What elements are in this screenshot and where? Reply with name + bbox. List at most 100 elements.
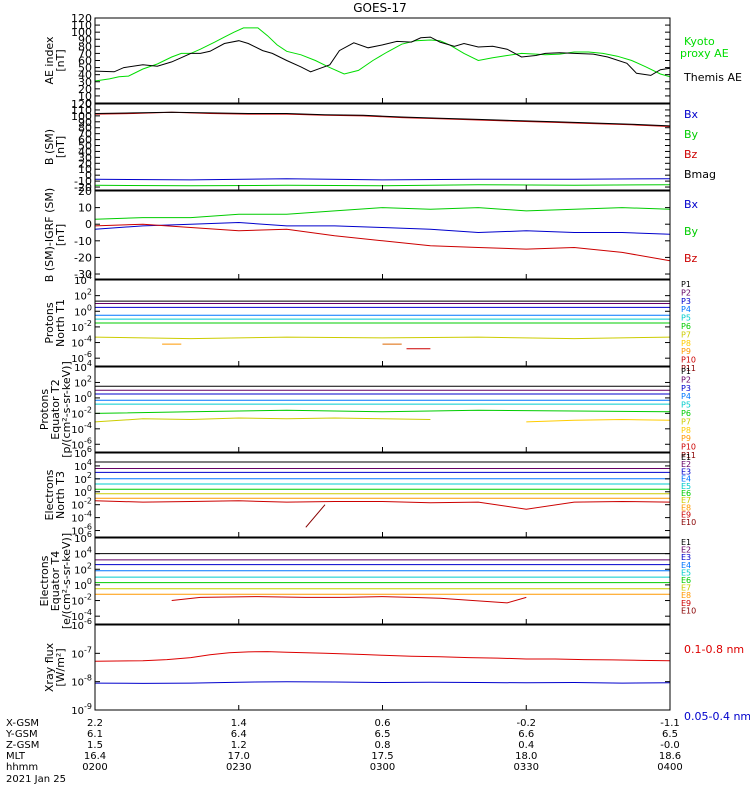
x-tick-label: 0400: [657, 762, 682, 773]
legend-label: P11: [681, 364, 696, 373]
legend-label: P4: [681, 305, 691, 314]
y-axis-label: [p/(cm²-s-sr-keV)]: [60, 361, 73, 458]
panel-frame: [94, 624, 671, 711]
legend-label: E6: [681, 489, 691, 498]
y-tick-label: 0: [85, 218, 92, 231]
series-line-bz: [94, 111, 671, 127]
legend-label: P2: [681, 288, 691, 297]
legend-label: P5: [681, 314, 691, 323]
legend-label: E2: [681, 546, 691, 555]
series-line-e9: [171, 596, 527, 604]
y-tick-label: 102: [74, 561, 92, 576]
y-tick-label: 90: [78, 33, 92, 46]
legend-label: Bz: [684, 252, 698, 265]
x-tick-label: 0200: [82, 762, 107, 773]
series-line-kyoto-proxy-ae: [94, 27, 671, 82]
legend-label: P4: [681, 392, 691, 401]
y-tick-label: -10: [74, 175, 92, 188]
y-tick-label: -10: [74, 235, 92, 248]
x-tick-label: 0.8: [375, 740, 391, 751]
y-tick-label: 104: [74, 546, 92, 561]
series-line-by: [94, 207, 671, 220]
y-axis-label: AE index: [43, 36, 56, 85]
x-tick-label: 18.6: [659, 751, 681, 762]
y-tick-label: 10-4: [71, 335, 92, 350]
series-line-p6: [94, 409, 671, 414]
y-tick-label: 10: [78, 202, 92, 215]
y-axis-label: [nT]: [54, 49, 67, 71]
y-tick-label: 90: [78, 116, 92, 129]
figure-title: GOES-17: [353, 1, 407, 15]
y-tick-label: 100: [74, 484, 92, 499]
legend-label: 0.05-0.4 nm: [684, 710, 750, 723]
legend-label: P1: [681, 367, 691, 376]
y-tick-label: 110: [71, 104, 92, 117]
y-tick-label: 40: [78, 69, 92, 82]
y-tick-label: 10-8: [71, 674, 92, 689]
legend-label: Bz: [684, 148, 698, 161]
y-tick-label: 80: [78, 122, 92, 135]
legend-label: P8: [681, 339, 691, 348]
legend-label: E1: [681, 453, 691, 462]
y-tick-label: 10-6: [71, 350, 92, 365]
x-tick-label: 17.0: [228, 751, 250, 762]
x-tick-label: -1.1: [660, 718, 680, 729]
y-tick-label: 120: [71, 12, 92, 25]
legend-label: P5: [681, 401, 691, 410]
y-tick-label: 0: [85, 97, 92, 110]
y-tick-label: -20: [74, 181, 92, 194]
y-tick-label: 120: [71, 98, 92, 111]
y-axis-label: Electrons: [43, 469, 56, 520]
y-tick-label: 104: [74, 458, 92, 473]
x-tick-label: 18.0: [515, 751, 537, 762]
x-tick-label: 6.5: [662, 729, 678, 740]
legend-label: E5: [681, 482, 691, 491]
legend-label: E7: [681, 584, 691, 593]
legend-label: E5: [681, 568, 691, 577]
legend-label: E9: [681, 599, 691, 608]
y-tick-label: 50: [78, 62, 92, 75]
panel-frame: [94, 17, 671, 104]
y-tick-label: 0: [85, 169, 92, 182]
series-line-0-05-0-4-nm: [94, 681, 671, 684]
x-tick-label: 0300: [370, 762, 395, 773]
legend-label: E8: [681, 591, 691, 600]
y-tick-label: 20: [78, 83, 92, 96]
y-tick-label: 30: [78, 76, 92, 89]
y-axis-label: B (SM): [43, 129, 56, 165]
y-tick-label: 100: [74, 303, 92, 318]
y-tick-label: 20: [78, 185, 92, 198]
y-tick-label: 100: [74, 577, 92, 592]
y-tick-label: 30: [78, 151, 92, 164]
y-tick-label: 10-6: [71, 436, 92, 451]
x-tick-label: 6.4: [231, 729, 247, 740]
y-tick-label: 10-6: [71, 523, 92, 538]
legend-label: E7: [681, 496, 691, 505]
legend-label: Bx: [684, 108, 699, 121]
y-tick-label: 102: [74, 288, 92, 303]
legend-label: E6: [681, 576, 691, 585]
legend-label: P10: [681, 356, 696, 365]
y-tick-label: 10-4: [71, 608, 92, 623]
series-line-bz: [94, 223, 671, 262]
legend-label: P10: [681, 443, 696, 452]
legend-label: P7: [681, 417, 691, 426]
y-tick-label: 110: [71, 19, 92, 32]
series-line-e10: [305, 504, 326, 528]
series-line-p8: [526, 418, 671, 423]
y-axis-label: [e/(cm²-s-sr-keV)]: [60, 533, 73, 629]
y-tick-label: -20: [74, 251, 92, 264]
legend-label: proxy AE: [680, 47, 729, 60]
x-tick-label: 17.5: [371, 751, 393, 762]
x-row-label: Z-GSM: [6, 740, 39, 751]
y-tick-label: 60: [78, 55, 92, 68]
series-line-bx: [94, 221, 671, 235]
series-line-0-1-0-8-nm: [94, 651, 671, 662]
legend-label: P7: [681, 330, 691, 339]
legend-label: P3: [681, 384, 691, 393]
legend: Bx By Bz Bmag: [684, 108, 716, 181]
